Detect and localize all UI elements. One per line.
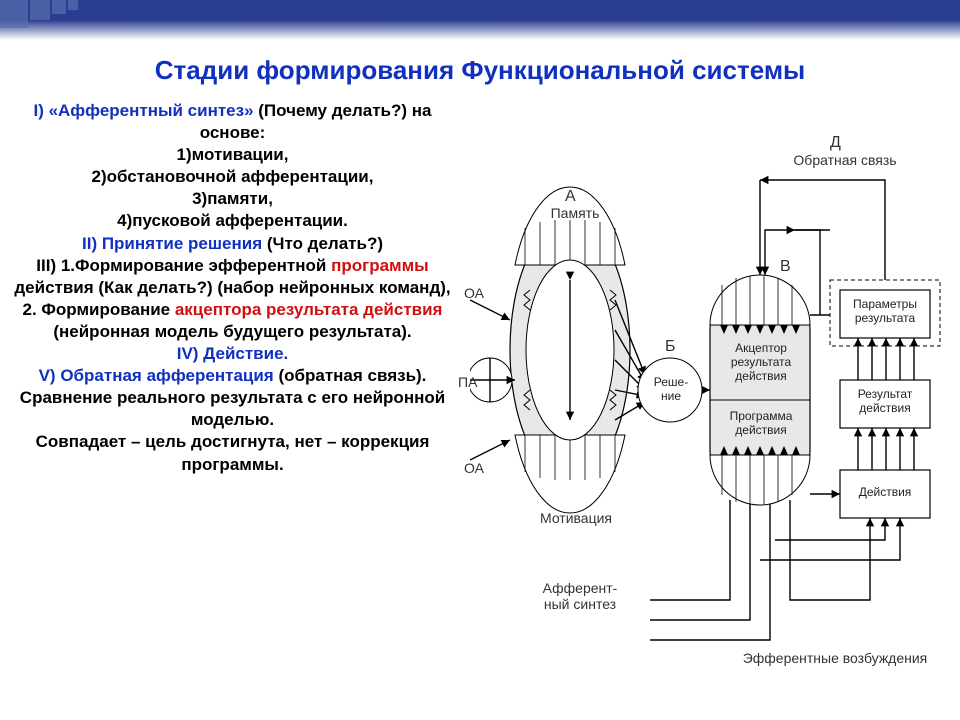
line-trigger: 4)пусковой афферентации. [10, 210, 455, 232]
stage-3-2a: 2. Формирование [23, 300, 175, 319]
label-program: Программа действия [716, 410, 806, 438]
label-motivation: Мотивация [540, 510, 610, 526]
label-acceptor: Акцептор результата действия [716, 342, 806, 383]
label-actions: Действия [842, 486, 928, 500]
label-acceptor-letter: В [780, 258, 791, 276]
label-result: Результат действия [842, 388, 928, 416]
label-decision-letter: Б [665, 338, 676, 356]
label-pa: ПА [458, 374, 477, 390]
label-oa-top: ОА [464, 285, 484, 301]
stage-3-c: действия (Как делать?) (набор нейронных … [14, 278, 450, 297]
functional-system-diagram: А Память Б Реше- ние В Акцептор результа… [470, 120, 950, 680]
label-memory-letter: А [565, 188, 576, 206]
stage-3-acceptor: акцептора результата действия [175, 300, 443, 319]
stage-2-q: (Что делать?) [267, 234, 383, 253]
stage-3-program: программы [331, 256, 429, 275]
label-params: Параметры результата [842, 298, 928, 326]
stage-4: IV) Действие. [10, 343, 455, 365]
label-efferent: Эфферентные возбуждения [740, 650, 930, 666]
stage-5-head: V) Обратная афферентация [39, 366, 279, 385]
line-afferentation: 2)обстановочной афферентации, [10, 166, 455, 188]
page-title: Стадии формирования Функциональной систе… [0, 55, 960, 86]
stage-1-head: I) «Афферентный синтез» [33, 101, 258, 120]
text-panel: I) «Афферентный синтез» (Почему делать?)… [10, 100, 455, 476]
label-memory: Память [545, 205, 605, 221]
stage-3-2c: (нейронная модель будущего результата). [53, 322, 411, 341]
conclusion: Совпадает – цель достигнута, нет – корре… [10, 431, 455, 475]
top-squares [0, 0, 80, 28]
label-decision: Реше- ние [646, 376, 696, 404]
label-feedback-letter: Д [830, 134, 841, 152]
stage-2-head: II) Принятие решения [82, 234, 267, 253]
top-gradient-bar [0, 0, 960, 40]
stage-3-a: III) 1.Формирование эфферентной [36, 256, 331, 275]
label-feedback: Обратная связь [790, 152, 900, 168]
label-oa-bot: ОА [464, 460, 484, 476]
line-motivation: 1)мотивации, [10, 144, 455, 166]
line-memory: 3)памяти, [10, 188, 455, 210]
label-aff-synth: Афферент-ный синтез [530, 580, 630, 612]
